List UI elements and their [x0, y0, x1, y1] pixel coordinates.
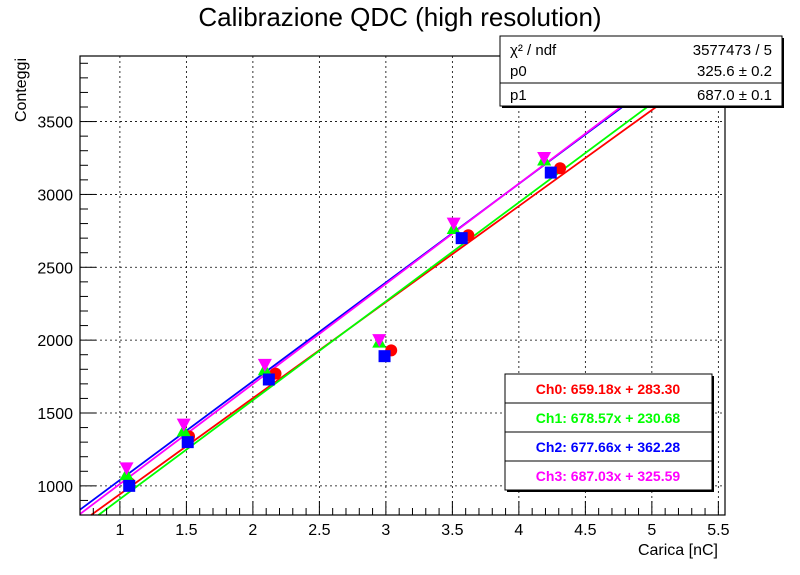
x-tick-label: 4	[514, 522, 523, 539]
x-tick-label: 2.5	[308, 522, 330, 539]
x-tick-label: 2	[248, 522, 257, 539]
stats-value-p0: 325.6 ± 0.2	[697, 63, 772, 80]
data-points	[119, 152, 567, 492]
data-point-ch2	[262, 373, 275, 386]
stats-box-frame	[499, 35, 783, 107]
data-point-ch2	[544, 166, 557, 179]
y-tick-label: 2500	[37, 260, 73, 277]
y-axis-label: Conteggi	[13, 58, 30, 122]
stats-value-p1: 687.0 ± 0.1	[697, 87, 772, 104]
plot-frame	[79, 55, 726, 516]
fit-line-ch0	[90, 56, 726, 516]
x-tick-label: 5	[647, 522, 656, 539]
x-tick-label: 1	[115, 522, 124, 539]
data-point-ch3	[446, 217, 461, 231]
data-point-ch3	[372, 334, 387, 348]
data-point-ch3	[537, 152, 552, 165]
y-tick-label: 1500	[37, 406, 73, 423]
stats-label-chi2: χ² / ndf	[510, 42, 557, 59]
stats-label-p0: p0	[510, 63, 527, 80]
y-tick-label: 3000	[37, 187, 73, 204]
x-axis-label: Carica [nC]	[638, 542, 718, 559]
axis-ticks: 1 1.5 2 2.5 3 3.5 4 4.5 5 5.5 1000 1500 2000 2500 3000…	[37, 62, 730, 539]
y-tick-label: 3500	[37, 115, 73, 132]
x-tick-label: 1.5	[175, 522, 197, 539]
x-tick-label: 5.5	[707, 522, 729, 539]
data-point-ch3	[257, 358, 272, 372]
data-point-ch2	[378, 350, 391, 363]
legend-entry-ch1: Ch1: 678.57x + 230.68	[536, 410, 681, 426]
x-tick-label: 3.5	[441, 522, 463, 539]
legend-entry-ch3: Ch3: 687.03x + 325.59	[536, 468, 681, 484]
x-tick-label: 3	[381, 522, 390, 539]
stats-label-p1: p1	[510, 87, 527, 104]
y-tick-label: 1000	[37, 479, 73, 496]
legend-entry-ch0: Ch0: 659.18x + 283.30	[536, 381, 681, 397]
chart-title: Calibrazione QDC (high resolution)	[198, 2, 601, 32]
data-point-ch3	[119, 462, 134, 476]
stats-value-chi2: 3577473 / 5	[693, 42, 772, 59]
legend-entry-ch2: Ch2: 677.66x + 362.28	[536, 439, 681, 455]
fit-line-ch1	[97, 55, 717, 516]
data-point-ch3	[176, 418, 191, 432]
data-point-ch2	[123, 479, 136, 492]
legend: Ch0: 659.18x + 283.30 Ch1: 678.57x + 230…	[504, 373, 714, 492]
fit-line-ch3	[79, 55, 690, 515]
y-tick-label: 2000	[37, 333, 73, 350]
data-point-ch0	[554, 162, 567, 175]
data-point-ch2	[181, 436, 194, 449]
stats-box: χ² / ndf 3577473 / 5 p0 325.6 ± 0.2 p1 6…	[499, 35, 784, 108]
x-tick-label: 4.5	[574, 522, 596, 539]
data-point-ch2	[455, 232, 468, 245]
grid	[80, 56, 725, 515]
